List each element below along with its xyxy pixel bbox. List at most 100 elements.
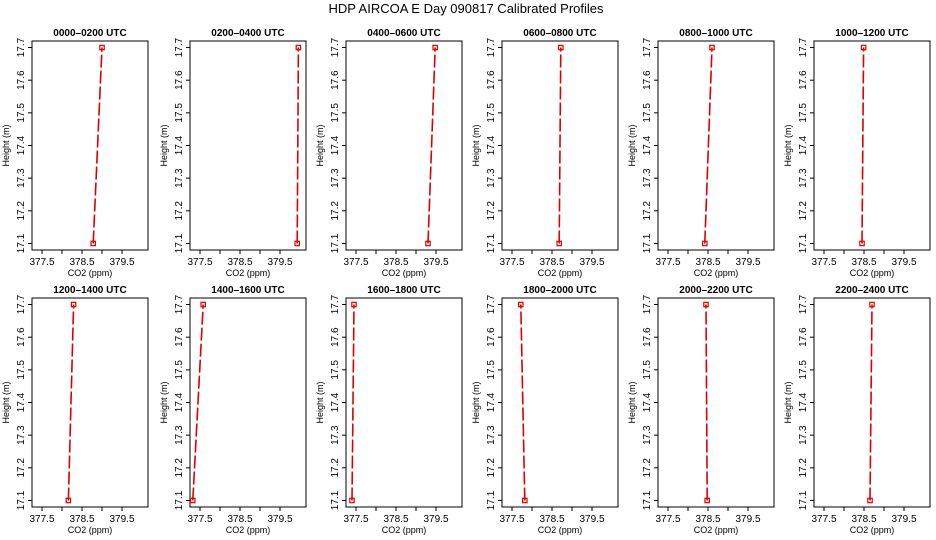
y-tick-label: 17.4 xyxy=(16,135,27,155)
y-axis-label: Height (m) xyxy=(471,124,481,166)
y-tick-label: 17.3 xyxy=(330,425,341,445)
y-tick-label: 17.4 xyxy=(174,392,185,412)
x-tick-label: 378.5 xyxy=(69,257,94,268)
x-axis-label: CO2 (ppm) xyxy=(850,525,895,535)
data-point-marker xyxy=(90,240,97,247)
profile-line xyxy=(67,304,75,501)
y-tick-label: 17.2 xyxy=(174,201,185,221)
profile-line xyxy=(869,304,873,501)
data-point-marker xyxy=(703,301,709,308)
panel-title: 1200–1400 UTC xyxy=(53,285,126,296)
x-axis-label: CO2 (ppm) xyxy=(694,268,739,278)
y-tick-label: 17.3 xyxy=(642,168,653,188)
data-point-marker xyxy=(70,301,77,308)
panel-title: 0000–0200 UTC xyxy=(53,28,126,39)
data-point-marker xyxy=(432,44,439,51)
figure-title: HDP AIRCOA E Day 090817 Calibrated Profi… xyxy=(328,1,604,16)
x-tick-label: 379.5 xyxy=(891,514,916,525)
data-point-marker xyxy=(517,301,524,308)
y-tick-label: 17.6 xyxy=(174,327,185,347)
y-tick-label: 17.7 xyxy=(174,294,185,314)
y-tick-label: 17.1 xyxy=(16,490,27,510)
x-tick-label: 378.5 xyxy=(227,514,252,525)
x-tick-label: 379.5 xyxy=(109,514,134,525)
data-point-marker xyxy=(295,44,302,51)
panel: 1600–1800 UTC 377.5 378.5 379.5 17.1 17.2 17.3… xyxy=(315,285,463,535)
x-tick-label: 379.5 xyxy=(423,514,448,525)
profile-line xyxy=(704,47,713,244)
y-tick-label: 17.2 xyxy=(16,458,27,478)
profile-line xyxy=(705,304,708,501)
y-tick-label: 17.5 xyxy=(330,360,341,380)
x-tick-label: 379.5 xyxy=(109,257,134,268)
profile-line xyxy=(92,47,103,244)
y-tick-label: 17.6 xyxy=(174,70,185,90)
x-tick-label: 377.5 xyxy=(187,514,212,525)
profile-line xyxy=(296,47,300,244)
plot-frame xyxy=(657,297,775,508)
plot-frame xyxy=(345,40,463,251)
y-tick-label: 17.2 xyxy=(486,458,497,478)
panel: 0400–0600 UTC 377.5 378.5 379.5 17.1 17.2 17.3… xyxy=(315,28,463,278)
x-tick-label: 377.5 xyxy=(655,257,680,268)
y-tick-label: 17.6 xyxy=(798,327,809,347)
x-tick-label: 379.5 xyxy=(735,257,760,268)
x-tick-label: 379.5 xyxy=(579,257,604,268)
y-axis-label: Height (m) xyxy=(627,381,637,423)
x-tick-label: 379.5 xyxy=(267,257,292,268)
x-tick-label: 378.5 xyxy=(69,514,94,525)
panel: 2000–2200 UTC 377.5 378.5 379.5 17.1 17.2 17.3… xyxy=(627,285,775,535)
y-tick-label: 17.2 xyxy=(798,201,809,221)
y-tick-label: 17.7 xyxy=(330,294,341,314)
y-tick-label: 17.1 xyxy=(174,233,185,253)
y-tick-label: 17.2 xyxy=(642,201,653,221)
x-tick-label: 379.5 xyxy=(891,257,916,268)
y-tick-label: 17.6 xyxy=(798,70,809,90)
y-tick-label: 17.1 xyxy=(486,233,497,253)
y-tick-label: 17.2 xyxy=(330,458,341,478)
y-axis-label: Height (m) xyxy=(159,381,169,423)
y-tick-label: 17.5 xyxy=(486,360,497,380)
data-point-marker xyxy=(351,301,357,308)
y-tick-label: 17.3 xyxy=(174,425,185,445)
panel: 1200–1400 UTC 377.5 378.5 379.5 17.1 17.2 17.3… xyxy=(1,285,149,535)
data-point-marker xyxy=(867,497,873,504)
y-tick-label: 17.7 xyxy=(486,294,497,314)
y-axis-label: Height (m) xyxy=(315,381,325,423)
y-tick-label: 17.6 xyxy=(486,327,497,347)
data-point-marker xyxy=(557,44,564,51)
y-axis-label: Height (m) xyxy=(315,124,325,166)
data-point-marker xyxy=(65,497,72,504)
y-tick-label: 17.6 xyxy=(642,70,653,90)
y-tick-label: 17.4 xyxy=(642,135,653,155)
panel: 0200–0400 UTC 377.5 378.5 379.5 17.1 17.2 17.3… xyxy=(159,28,307,278)
x-tick-label: 378.5 xyxy=(851,514,876,525)
y-tick-label: 17.1 xyxy=(642,490,653,510)
y-axis-label: Height (m) xyxy=(783,124,793,166)
data-point-marker xyxy=(709,44,715,51)
y-axis-label: Height (m) xyxy=(159,124,169,166)
y-tick-label: 17.6 xyxy=(486,70,497,90)
x-axis-label: CO2 (ppm) xyxy=(382,525,427,535)
y-tick-label: 17.6 xyxy=(16,70,27,90)
y-tick-label: 17.1 xyxy=(642,233,653,253)
y-tick-label: 17.7 xyxy=(174,37,185,57)
plot-frame xyxy=(189,40,307,251)
y-tick-label: 17.2 xyxy=(798,458,809,478)
data-point-marker xyxy=(349,497,355,504)
x-tick-label: 377.5 xyxy=(499,257,524,268)
y-tick-label: 17.7 xyxy=(486,37,497,57)
y-tick-label: 17.2 xyxy=(642,458,653,478)
y-tick-label: 17.2 xyxy=(16,201,27,221)
y-tick-label: 17.3 xyxy=(798,425,809,445)
panel-title: 1800–2000 UTC xyxy=(523,285,596,296)
data-point-marker xyxy=(190,497,196,504)
panel-title: 1400–1600 UTC xyxy=(211,285,284,296)
data-point-marker xyxy=(294,240,301,247)
panel: 1000–1200 UTC 377.5 378.5 379.5 17.1 17.2 17.3… xyxy=(783,28,931,278)
x-tick-label: 377.5 xyxy=(343,257,368,268)
panel-title: 0200–0400 UTC xyxy=(211,28,284,39)
y-tick-label: 17.4 xyxy=(798,135,809,155)
y-tick-label: 17.7 xyxy=(16,37,27,57)
profile-line xyxy=(192,304,204,501)
